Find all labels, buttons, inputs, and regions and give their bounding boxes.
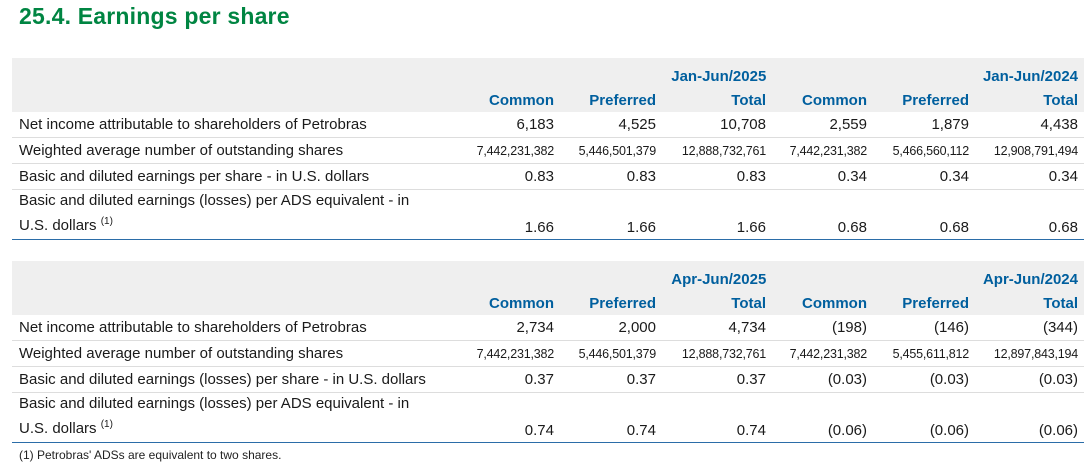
cell-value: 4,438 <box>1040 116 1078 133</box>
column-header: Preferred <box>589 294 656 312</box>
row-label: Net income attributable to shareholders … <box>19 116 367 133</box>
cell-value: 6,183 <box>516 116 554 133</box>
column-header: Total <box>1043 294 1078 312</box>
column-header: Preferred <box>902 91 969 109</box>
row-label-line: Basic and diluted earnings (losses) per … <box>19 395 410 412</box>
column-header-row: Common Preferred Total Common Preferred … <box>12 88 1084 112</box>
cell-value: 0.68 <box>1048 219 1078 236</box>
cell-value: 5,446,501,379 <box>578 346 657 361</box>
column-header: Common <box>489 294 554 312</box>
row-label: Basic and diluted earnings (losses) per … <box>19 371 426 388</box>
column-header: Common <box>489 91 554 109</box>
table-row: Basic and diluted earnings per share - i… <box>12 164 1084 190</box>
table-header: Jan-Jun/2025 Jan-Jun/2024 Common Preferr… <box>12 58 1084 112</box>
column-header: Preferred <box>589 91 656 109</box>
period-label: Jan-Jun/2025 <box>671 68 767 85</box>
cell-value: 1.66 <box>736 219 766 236</box>
cell-value: 4,525 <box>618 116 656 133</box>
column-header: Total <box>731 294 766 312</box>
column-header: Preferred <box>902 294 969 312</box>
cell-value: (344) <box>1042 319 1078 336</box>
column-header: Total <box>1043 91 1078 109</box>
cell-value: 0.37 <box>524 371 554 388</box>
cell-value: 5,446,501,379 <box>578 143 657 158</box>
cell-value: (146) <box>933 319 969 336</box>
cell-value: (0.06) <box>827 422 867 439</box>
table-row: Net income attributable to shareholders … <box>12 112 1084 138</box>
table-row: Weighted average number of outstanding s… <box>12 138 1084 164</box>
cell-value: 0.37 <box>626 371 656 388</box>
cell-value: 1,879 <box>931 116 969 133</box>
column-header: Common <box>802 91 867 109</box>
row-label: Weighted average number of outstanding s… <box>19 142 344 159</box>
cell-value: 2,559 <box>829 116 867 133</box>
cell-value: (0.03) <box>827 371 867 388</box>
cell-value: 12,888,732,761 <box>681 346 766 361</box>
cell-value: 7,442,231,382 <box>476 346 555 361</box>
cell-value: (198) <box>831 319 867 336</box>
cell-value: 0.74 <box>524 422 554 439</box>
period-label: Apr-Jun/2025 <box>671 271 767 288</box>
row-label-line: Basic and diluted earnings (losses) per … <box>19 192 410 209</box>
column-header: Common <box>802 294 867 312</box>
cell-value: (0.03) <box>1038 371 1078 388</box>
cell-value: 1.66 <box>626 219 656 236</box>
cell-value: 12,888,732,761 <box>681 143 766 158</box>
cell-value: 7,442,231,382 <box>789 346 868 361</box>
cell-value: 0.34 <box>837 168 867 185</box>
table-row: Net income attributable to shareholders … <box>12 315 1084 341</box>
column-header: Total <box>731 91 766 109</box>
cell-value: (0.06) <box>929 422 969 439</box>
table-row: Basic and diluted earnings (losses) per … <box>12 190 1084 240</box>
period-label: Apr-Jun/2024 <box>982 271 1078 288</box>
cell-value: 4,734 <box>728 319 766 336</box>
cell-value: 0.74 <box>626 422 656 439</box>
period-label: Jan-Jun/2024 <box>982 68 1078 85</box>
cell-value: 0.83 <box>626 168 656 185</box>
row-label: Weighted average number of outstanding s… <box>19 345 344 362</box>
period-header-row: Jan-Jun/2025 Jan-Jun/2024 <box>12 58 1084 88</box>
cell-value: 0.68 <box>939 219 969 236</box>
row-label: Basic and diluted earnings (losses) per … <box>12 393 454 439</box>
row-label: Basic and diluted earnings per share - i… <box>19 168 370 185</box>
row-label: Net income attributable to shareholders … <box>19 319 367 336</box>
cell-value: (0.03) <box>929 371 969 388</box>
table-row: Basic and diluted earnings (losses) per … <box>12 367 1084 393</box>
cell-value: 12,908,791,494 <box>993 143 1078 158</box>
footnote-mark: (1) <box>100 419 113 430</box>
row-label-line: U.S. dollars <box>19 420 97 437</box>
row-label-line: U.S. dollars <box>19 217 97 234</box>
table-row: Weighted average number of outstanding s… <box>12 341 1084 367</box>
cell-value: 7,442,231,382 <box>476 143 555 158</box>
cell-value: 0.83 <box>524 168 554 185</box>
footnote-mark: (1) <box>100 216 113 227</box>
cell-value: 0.37 <box>736 371 766 388</box>
earnings-table-apr-jun: Apr-Jun/2025 Apr-Jun/2024 Common Preferr… <box>12 261 1084 443</box>
cell-value: 1.66 <box>524 219 554 236</box>
column-header-row: Common Preferred Total Common Preferred … <box>12 291 1084 315</box>
cell-value: 5,455,611,812 <box>892 346 970 361</box>
cell-value: 0.68 <box>837 219 867 236</box>
earnings-table-jan-jun: Jan-Jun/2025 Jan-Jun/2024 Common Preferr… <box>12 58 1084 240</box>
period-header-row: Apr-Jun/2025 Apr-Jun/2024 <box>12 261 1084 291</box>
footnote: (1) Petrobras' ADSs are equivalent to tw… <box>19 448 282 462</box>
row-label: Basic and diluted earnings (losses) per … <box>12 190 454 236</box>
page-title: 25.4. Earnings per share <box>19 3 290 29</box>
table-header: Apr-Jun/2025 Apr-Jun/2024 Common Preferr… <box>12 261 1084 315</box>
cell-value: 10,708 <box>720 116 766 133</box>
cell-value: 0.74 <box>736 422 766 439</box>
cell-value: 7,442,231,382 <box>789 143 868 158</box>
cell-value: 0.34 <box>1048 168 1078 185</box>
cell-value: 5,466,560,112 <box>892 143 970 158</box>
cell-value: 2,734 <box>516 319 554 336</box>
cell-value: (0.06) <box>1038 422 1078 439</box>
table-row: Basic and diluted earnings (losses) per … <box>12 393 1084 443</box>
cell-value: 2,000 <box>618 319 656 336</box>
cell-value: 0.83 <box>736 168 766 185</box>
cell-value: 12,897,843,194 <box>993 346 1078 361</box>
cell-value: 0.34 <box>939 168 969 185</box>
